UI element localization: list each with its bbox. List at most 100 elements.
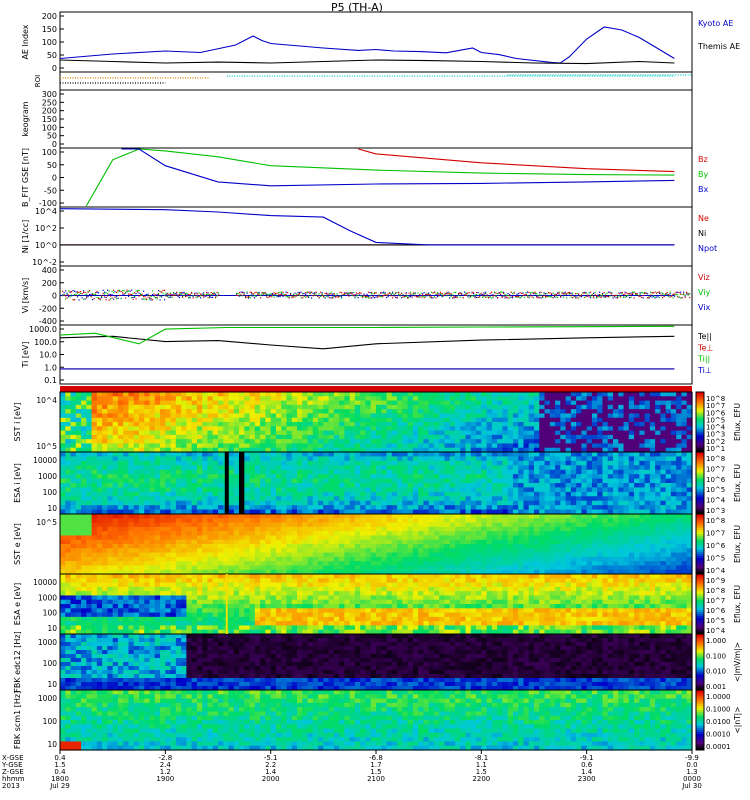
spectrogram-cell bbox=[676, 447, 683, 453]
spectrogram-cell bbox=[528, 491, 535, 497]
colorbar-cell bbox=[696, 470, 704, 474]
spectrogram-cell bbox=[528, 413, 535, 419]
spectrogram-cell bbox=[481, 505, 488, 511]
spectrogram-cell bbox=[344, 430, 351, 436]
spectrogram-cell bbox=[323, 404, 330, 410]
spectrogram-cell bbox=[370, 509, 377, 515]
velocity-point bbox=[482, 296, 484, 298]
spectrogram-cell bbox=[497, 417, 503, 423]
spectrogram-cell bbox=[507, 456, 514, 462]
velocity-point bbox=[465, 294, 467, 296]
spectrogram-cell bbox=[491, 417, 498, 423]
velocity-point bbox=[308, 295, 310, 297]
spectrogram-cell bbox=[613, 500, 619, 506]
spectrogram-cell bbox=[270, 404, 277, 410]
spectrogram-cell bbox=[228, 447, 235, 453]
spectrogram-cell bbox=[576, 400, 582, 406]
spectrogram-cell bbox=[228, 409, 235, 415]
spectrogram-cell bbox=[618, 430, 625, 436]
spectrogram-cell bbox=[133, 514, 140, 519]
spectrogram-cell bbox=[433, 409, 440, 415]
spectrogram-cell bbox=[275, 469, 282, 475]
spectrogram-cell bbox=[102, 430, 108, 436]
spectrogram-cell bbox=[428, 478, 435, 484]
spectrogram-cell bbox=[397, 452, 403, 458]
spectrogram-cell bbox=[660, 478, 667, 484]
spectrogram-cell bbox=[449, 469, 456, 475]
spectrogram-cell bbox=[397, 456, 403, 462]
spectrogram-cell bbox=[644, 465, 651, 471]
spectrogram-cell bbox=[60, 509, 66, 515]
spectrogram-cell bbox=[186, 434, 193, 440]
spectrogram-cell bbox=[376, 439, 382, 445]
velocity-point bbox=[173, 294, 175, 296]
spectrogram-cell bbox=[70, 443, 77, 449]
velocity-point bbox=[282, 291, 284, 293]
spectrogram-cell bbox=[676, 496, 683, 502]
velocity-point bbox=[68, 296, 70, 298]
spectrogram-cell bbox=[560, 447, 567, 453]
spectrogram-cell bbox=[133, 426, 140, 432]
spectrogram-cell bbox=[249, 400, 256, 406]
velocity-point bbox=[87, 290, 89, 293]
spectrogram-cell bbox=[360, 491, 367, 497]
spectrogram-cell bbox=[107, 443, 114, 449]
velocity-point bbox=[600, 296, 602, 299]
velocity-point bbox=[255, 295, 257, 297]
spectrogram-cell bbox=[439, 430, 446, 436]
spectrogram-cell bbox=[670, 500, 677, 506]
velocity-point bbox=[98, 298, 100, 300]
spectrogram-cell bbox=[160, 478, 166, 484]
spectrogram-cell bbox=[418, 404, 424, 410]
velocity-point bbox=[306, 295, 308, 298]
spectrogram-cell bbox=[75, 426, 82, 432]
velocity-point bbox=[381, 292, 383, 294]
spectrogram-cell bbox=[549, 487, 556, 493]
spectrogram-cell bbox=[360, 443, 367, 449]
velocity-point bbox=[482, 295, 484, 297]
spectrogram-cell bbox=[91, 496, 98, 502]
spectrogram-cell bbox=[565, 496, 572, 502]
spectrogram-cell bbox=[191, 505, 198, 511]
spectrogram-cell bbox=[81, 483, 87, 489]
spectrogram-cell bbox=[123, 452, 130, 458]
spectrogram-cell bbox=[81, 413, 87, 419]
spectrogram-cell bbox=[512, 483, 519, 489]
velocity-point bbox=[560, 295, 562, 297]
spectrogram-cell bbox=[212, 496, 219, 502]
spectrogram-cell bbox=[560, 500, 567, 506]
spectrogram-cell bbox=[81, 556, 87, 562]
spectrogram-cell bbox=[602, 487, 609, 493]
spectrogram-cell bbox=[65, 474, 72, 480]
velocity-point bbox=[183, 291, 185, 293]
spectrogram-cell bbox=[133, 409, 140, 415]
spectrogram-cell bbox=[676, 505, 683, 511]
velocity-point bbox=[585, 292, 587, 294]
spectrogram-cell bbox=[423, 417, 430, 423]
spectrogram-cell bbox=[112, 430, 119, 436]
spectrogram-cell bbox=[549, 396, 556, 402]
spectrogram-cell bbox=[254, 430, 261, 436]
velocity-point bbox=[335, 294, 337, 297]
velocity-point bbox=[354, 293, 356, 296]
spectrogram-cell bbox=[133, 392, 140, 397]
velocity-point bbox=[365, 296, 367, 299]
spectrogram-cell bbox=[107, 569, 114, 575]
spectrogram-cell bbox=[170, 509, 177, 515]
spectrogram-cell bbox=[191, 430, 198, 436]
spectrogram-cell bbox=[270, 422, 277, 427]
spectrogram-cell bbox=[412, 443, 419, 449]
spectrogram-cell bbox=[233, 430, 240, 436]
spectrogram-cell bbox=[117, 409, 124, 415]
velocity-point bbox=[249, 294, 251, 297]
y-tick-label: 150 bbox=[42, 115, 57, 124]
spectrogram-cell bbox=[465, 505, 472, 511]
spectrogram-cell bbox=[339, 439, 345, 445]
spectrogram-cell bbox=[476, 443, 482, 449]
spectrogram-cell bbox=[65, 447, 72, 453]
colorbar-cell bbox=[696, 497, 704, 501]
velocity-point bbox=[152, 290, 154, 292]
spectrogram-cell bbox=[123, 522, 130, 528]
spectrogram-cell bbox=[149, 491, 156, 497]
spectrogram-cell bbox=[202, 487, 209, 493]
